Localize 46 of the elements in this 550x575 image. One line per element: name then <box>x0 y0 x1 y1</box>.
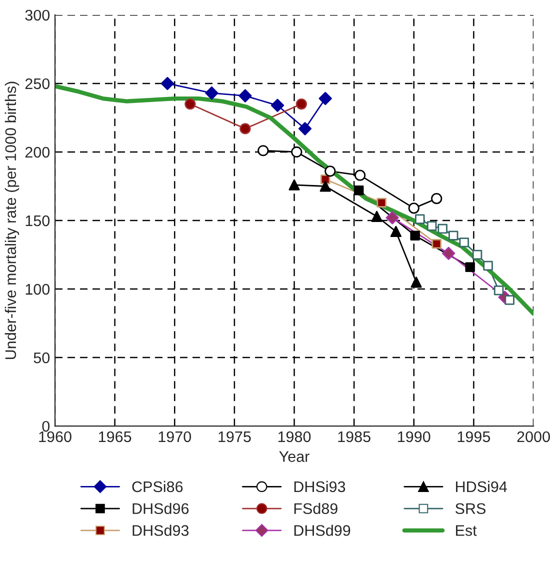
x-tick-label: 1975 <box>218 431 251 442</box>
point <box>270 98 284 112</box>
legend-label: SRS <box>455 503 486 514</box>
y-tick-label: 250 <box>25 78 50 90</box>
y-tick-label: 50 <box>34 352 50 364</box>
y-tick-label: 300 <box>25 10 50 21</box>
point <box>160 76 174 90</box>
y-tick-label: 100 <box>26 284 50 295</box>
x-tick-label: 1980 <box>278 431 311 442</box>
point <box>320 180 331 192</box>
y-tick-label: 150 <box>26 215 50 226</box>
point <box>288 179 300 190</box>
point <box>386 211 399 224</box>
point <box>410 230 420 240</box>
point <box>238 89 252 102</box>
line-series <box>55 84 534 316</box>
x-tick-label: 1965 <box>98 431 132 442</box>
legend-label: CPSi86 <box>132 480 183 492</box>
point <box>410 276 422 288</box>
legend-label: DHSi93 <box>294 480 346 492</box>
point <box>298 122 312 136</box>
y-tick-label: 0 <box>42 420 50 432</box>
x-tick-label: 1990 <box>398 431 430 442</box>
legend-label: HDSi94 <box>456 480 507 492</box>
legend-label: FSd89 <box>294 502 338 514</box>
x-tick-label: 1985 <box>338 431 370 442</box>
point <box>376 198 386 208</box>
point <box>205 86 218 100</box>
point <box>442 246 456 260</box>
x-tick-label: 1970 <box>158 431 192 442</box>
y-axis-title: Under-five mortality rate (per 1000 births) <box>4 82 20 359</box>
y-tick-label: 200 <box>25 146 50 158</box>
point <box>318 92 332 106</box>
point <box>432 238 442 249</box>
point <box>354 186 364 196</box>
x-tick-label: 1995 <box>458 431 490 442</box>
point <box>465 262 475 272</box>
legend-label: DHSd93 <box>132 524 189 536</box>
point <box>371 210 382 222</box>
legend-label: Est <box>456 525 477 536</box>
x-tick-label: 2000 <box>517 431 550 442</box>
legend-label: DHSd99 <box>294 524 350 536</box>
legend-label: DHSd96 <box>132 502 189 514</box>
point <box>390 226 402 238</box>
x-axis-title: Year <box>279 451 310 462</box>
x-tick-label: 1960 <box>39 431 72 442</box>
